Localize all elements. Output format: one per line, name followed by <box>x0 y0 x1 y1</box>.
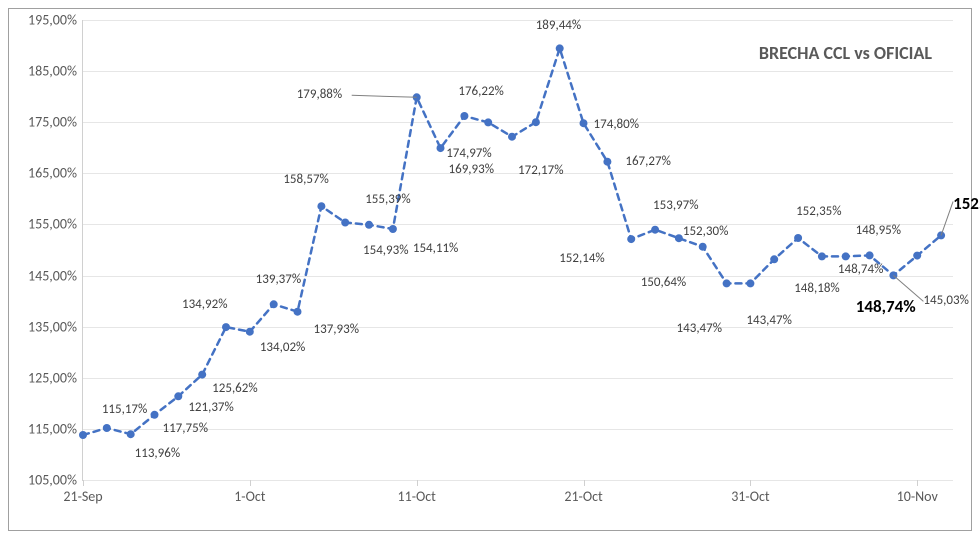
y-tick-label: 135,00% <box>28 318 83 335</box>
x-tick-label: 21-Oct <box>564 480 602 505</box>
data-label: 155,39% <box>365 192 410 207</box>
data-label: 172,17% <box>518 163 563 178</box>
data-label: 115,17% <box>102 402 147 417</box>
y-tick-label: 155,00% <box>28 216 83 233</box>
data-marker <box>937 231 945 239</box>
data-marker <box>508 133 516 141</box>
y-tick-label: 125,00% <box>28 369 83 386</box>
data-label: 174,97% <box>446 146 491 161</box>
data-label: 148,74% <box>838 262 883 277</box>
x-tick-label: 11-Oct <box>398 480 436 505</box>
data-marker <box>866 251 874 259</box>
data-label: 152,86% <box>953 193 980 214</box>
data-marker <box>389 225 397 233</box>
data-marker <box>675 234 683 242</box>
x-tick-label: 21-Sep <box>63 480 102 505</box>
data-marker <box>174 392 182 400</box>
data-marker <box>603 158 611 166</box>
data-label: 158,57% <box>283 172 328 187</box>
data-marker <box>770 255 778 263</box>
gridline <box>83 480 953 481</box>
x-tick-label: 10-Nov <box>897 480 938 505</box>
data-label: 169,93% <box>449 162 494 177</box>
data-label: 117,75% <box>163 421 208 436</box>
data-label: 150,64% <box>641 275 686 290</box>
data-label: 148,74% <box>856 296 916 317</box>
data-marker <box>580 119 588 127</box>
data-marker <box>746 279 754 287</box>
data-marker <box>127 430 135 438</box>
data-label: 143,47% <box>746 313 791 328</box>
data-label: 153,97% <box>653 198 698 213</box>
data-label: 134,02% <box>260 340 305 355</box>
chart-container: 105,00%115,00%125,00%135,00%145,00%155,0… <box>0 0 980 539</box>
data-marker <box>270 300 278 308</box>
data-label: 152,30% <box>683 224 728 239</box>
y-tick-label: 115,00% <box>28 420 83 437</box>
data-marker <box>651 226 659 234</box>
series-line <box>83 48 941 435</box>
data-marker <box>413 93 421 101</box>
data-marker <box>532 118 540 126</box>
data-label: 167,27% <box>625 154 670 169</box>
data-label: 179,88% <box>297 87 342 102</box>
data-label: 154,11% <box>413 241 458 256</box>
data-label: 134,92% <box>182 297 227 312</box>
data-label: 152,35% <box>796 204 841 219</box>
data-marker <box>699 243 707 251</box>
y-tick-label: 165,00% <box>28 165 83 182</box>
data-marker <box>484 118 492 126</box>
data-marker <box>460 112 468 120</box>
data-label: 143,47% <box>677 321 722 336</box>
data-label: 139,37% <box>256 272 301 287</box>
data-label: 113,96% <box>135 446 180 461</box>
data-marker <box>222 323 230 331</box>
data-marker <box>627 235 635 243</box>
data-marker <box>818 252 826 260</box>
data-label: 189,44% <box>536 18 581 33</box>
data-marker <box>437 144 445 152</box>
data-marker <box>151 411 159 419</box>
data-label: 125,62% <box>212 381 257 396</box>
y-tick-label: 145,00% <box>28 267 83 284</box>
plot-area: 105,00%115,00%125,00%135,00%145,00%155,0… <box>82 20 953 481</box>
data-marker <box>842 252 850 260</box>
y-tick-label: 175,00% <box>28 114 83 131</box>
data-label: 148,18% <box>794 281 839 296</box>
y-tick-label: 185,00% <box>28 63 83 80</box>
x-tick-label: 1-Oct <box>234 480 265 505</box>
data-marker <box>913 252 921 260</box>
data-marker <box>294 308 302 316</box>
data-label: 154,93% <box>363 243 408 258</box>
x-tick-label: 31-Oct <box>731 480 769 505</box>
data-marker <box>198 371 206 379</box>
data-label: 145,03% <box>923 293 968 308</box>
data-marker <box>79 431 87 439</box>
data-marker <box>103 424 111 432</box>
data-marker <box>794 234 802 242</box>
data-label: 137,93% <box>314 322 359 337</box>
data-marker <box>365 221 373 229</box>
data-label: 176,22% <box>458 84 503 99</box>
y-tick-label: 195,00% <box>28 12 83 29</box>
data-marker <box>556 44 564 52</box>
data-marker <box>889 271 897 279</box>
data-marker <box>317 202 325 210</box>
data-label: 174,80% <box>594 117 639 132</box>
chart-title: BRECHA CCL vs OFICIAL <box>759 42 932 64</box>
data-label: 121,37% <box>188 400 233 415</box>
data-label: 148,95% <box>856 223 901 238</box>
data-label: 152,14% <box>559 251 604 266</box>
data-marker <box>723 279 731 287</box>
data-marker <box>246 328 254 336</box>
data-marker <box>341 219 349 227</box>
